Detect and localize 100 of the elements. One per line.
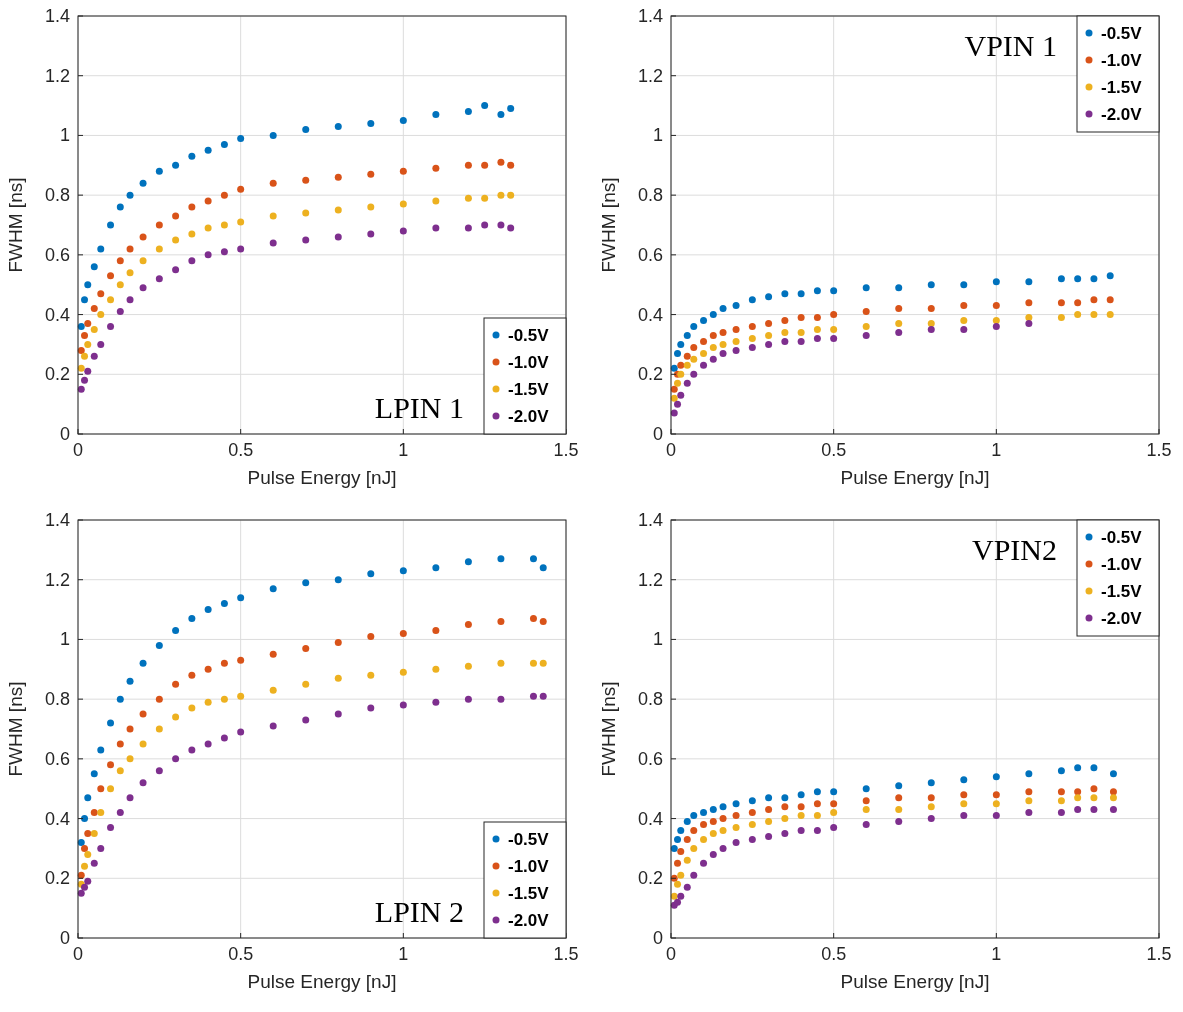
point [139, 779, 147, 787]
point [1090, 296, 1098, 304]
point [155, 641, 163, 649]
point [497, 221, 505, 229]
point [367, 230, 375, 238]
legend-label: -2.0V [1101, 609, 1143, 628]
point [895, 794, 903, 802]
point [139, 233, 147, 241]
point [107, 221, 115, 229]
point [1025, 320, 1033, 328]
point [220, 695, 228, 703]
point [90, 830, 98, 837]
point [781, 317, 789, 325]
point [895, 818, 903, 826]
point [432, 698, 440, 706]
point [367, 119, 375, 127]
point [116, 257, 124, 265]
point [126, 755, 134, 763]
y-tick-label: 1.4 [637, 6, 663, 26]
x-tick-label: 0.5 [821, 944, 847, 964]
point [1057, 314, 1065, 322]
point [126, 725, 134, 733]
point [302, 579, 310, 587]
point [895, 305, 903, 313]
point [367, 671, 375, 679]
x-tick-label: 1.5 [553, 440, 579, 460]
point [677, 892, 685, 900]
point [90, 305, 98, 313]
point [97, 340, 105, 348]
point [77, 323, 85, 331]
point [464, 161, 472, 169]
point [84, 320, 92, 328]
point [670, 844, 678, 852]
point [464, 662, 472, 670]
point [204, 251, 212, 259]
point [1025, 770, 1033, 778]
y-tick-label: 0.4 [44, 304, 70, 325]
point [797, 812, 805, 820]
point [862, 284, 870, 292]
legend-label: -0.5V [508, 830, 550, 849]
point [172, 266, 180, 274]
point [1057, 275, 1065, 283]
x-tick-label: 0 [72, 440, 84, 460]
point [539, 564, 547, 572]
y-tick-label: 0.6 [637, 748, 663, 769]
point [700, 821, 708, 829]
point [539, 692, 547, 700]
point [781, 337, 789, 345]
point [732, 302, 740, 310]
point [81, 883, 89, 891]
point [237, 245, 245, 253]
point [367, 170, 375, 178]
point [107, 296, 115, 304]
point [674, 835, 682, 843]
point [204, 606, 212, 614]
point [155, 275, 163, 283]
point [683, 379, 691, 387]
point [269, 212, 277, 220]
point [188, 203, 196, 211]
point [960, 281, 968, 289]
point [781, 328, 789, 336]
point [507, 105, 515, 113]
point [1090, 311, 1098, 319]
point [765, 320, 773, 328]
point [1090, 764, 1098, 772]
y-tick-label: 0.2 [637, 868, 663, 889]
point [302, 209, 310, 217]
point [683, 361, 691, 369]
point [992, 302, 1000, 310]
x-axis-title: Pulse Energy [nJ] [840, 467, 990, 488]
point [781, 830, 789, 837]
point [97, 245, 105, 253]
point [690, 323, 698, 331]
point [700, 361, 708, 369]
point [690, 355, 698, 363]
point [81, 331, 89, 339]
point [204, 197, 212, 205]
point [367, 704, 375, 712]
point [204, 698, 212, 706]
point [399, 701, 407, 709]
point [748, 343, 756, 351]
point [126, 245, 134, 253]
point [269, 239, 277, 247]
point [674, 400, 682, 408]
point [77, 871, 85, 879]
y-tick-label: 0.6 [44, 748, 70, 769]
y-axis-title: FWHM [ns] [5, 681, 26, 777]
y-tick-label: 1 [59, 629, 70, 650]
point [895, 328, 903, 336]
point [399, 227, 407, 235]
point [960, 317, 968, 325]
point [139, 284, 147, 292]
point [139, 179, 147, 187]
point [334, 206, 342, 214]
point [481, 161, 489, 169]
point [139, 710, 147, 718]
point [797, 337, 805, 345]
point [84, 794, 92, 802]
point [677, 871, 685, 879]
point [797, 290, 805, 298]
